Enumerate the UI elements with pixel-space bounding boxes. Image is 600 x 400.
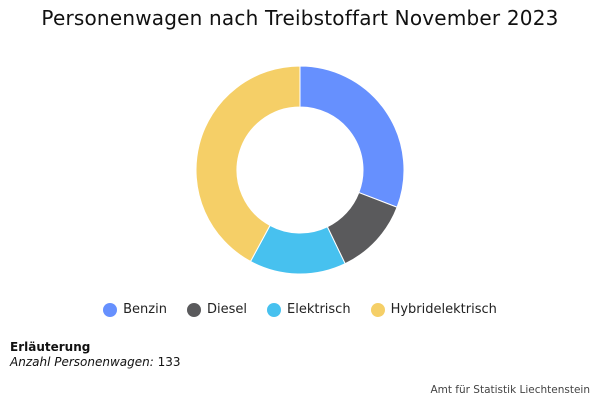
legend-label-hybridelektrisch: Hybridelektrisch [390,302,497,317]
legend-item-elektrisch[interactable]: Elektrisch [267,302,351,317]
chart-title: Personenwagen nach Treibstoffart Novembe… [41,6,559,30]
legend-marker-benzin [103,302,118,317]
legend-label-diesel: Diesel [206,302,247,317]
legend-label-benzin: Benzin [123,302,167,317]
legend-label-elektrisch: Elektrisch [287,302,351,317]
notes-label: Anzahl Personenwagen: [10,355,154,369]
legend-item-hybridelektrisch[interactable]: Hybridelektrisch [370,302,497,317]
notes-value: 133 [157,355,181,369]
notes-heading: Erläuterung [10,340,91,354]
legend-item-diesel[interactable]: Diesel [186,302,247,317]
legend-marker-elektrisch [267,302,281,317]
legend-marker-diesel [186,302,201,317]
donut-slice-benzin[interactable] [299,65,405,208]
donut-slice-hybridelektrisch[interactable] [195,65,301,263]
legend-marker-hybridelektrisch [370,302,385,317]
legend-item-benzin[interactable]: Benzin [103,302,167,317]
notes: Erläuterung Anzahl Personenwagen: 133 [10,340,181,370]
legend: Benzin Diesel Elektrisch Hybridelektrisc… [0,302,600,317]
notes-line: Anzahl Personenwagen: 133 [10,355,181,370]
credit: Amt für Statistik Liechtenstein [430,384,590,396]
